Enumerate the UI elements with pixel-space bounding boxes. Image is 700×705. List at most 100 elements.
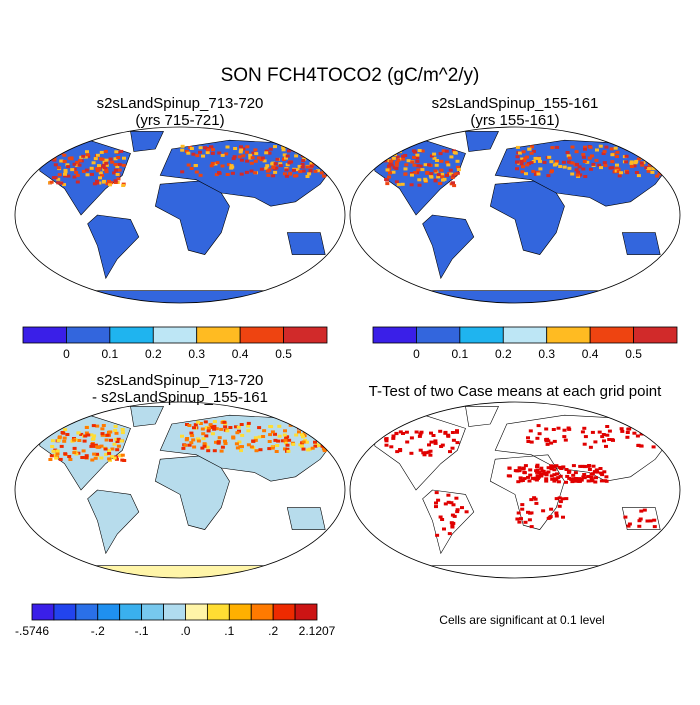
map-cell [529,498,534,502]
map-cell [456,165,460,169]
map-cell [190,434,195,438]
map-cell [529,525,534,529]
map-cell [114,437,119,441]
map-cell [92,452,97,456]
map-cell [271,165,276,169]
map-cell [319,171,324,175]
map-cell [66,174,71,178]
map-cell [604,475,609,479]
map-cell [597,163,602,167]
map-cell [113,181,118,184]
map-cell [529,161,534,165]
map-cell [77,163,82,167]
map-cell [515,145,520,149]
map-cell [446,163,451,167]
map-cell [527,518,532,522]
map-cell [272,164,277,167]
map-cell [307,447,312,451]
map-cell [236,425,241,429]
map-cell [301,440,306,444]
map-cell [231,436,236,440]
map-cell [84,456,89,460]
map-cell [530,476,535,480]
map-cell [535,477,540,480]
map-cell [82,439,87,443]
map-cell [387,175,392,179]
map-cell [401,157,406,161]
map-cell [522,477,527,481]
map-cell [435,159,439,162]
map-cell [300,433,304,437]
map-cell [210,151,215,155]
map-cell [117,163,122,166]
map-cell [269,425,274,429]
land [374,414,466,491]
map-cell [306,424,311,428]
map-cell [574,477,579,480]
map [349,401,681,579]
map-cell [54,149,59,153]
map-cell [581,167,586,171]
map-cell [586,479,591,483]
map-cell [549,441,554,445]
map-cell [192,426,196,430]
map-cell [636,157,641,161]
map-cell [526,475,530,479]
map-cell [219,427,224,431]
map-cell [400,182,405,186]
map-cell [300,427,305,430]
map-cell [396,183,401,187]
map-cell [627,522,632,526]
map-cell [416,164,421,168]
map-cell [554,162,559,166]
map-cell [583,147,587,151]
map-cell [602,150,607,154]
map-cell [109,455,114,459]
map-cell [239,145,243,149]
map-cell [100,427,105,431]
map-cell [291,442,296,446]
map-cell [455,430,459,434]
map-cell [59,444,64,448]
map-cell [56,439,61,442]
map-cell [431,434,436,437]
map-cell [120,458,125,462]
map-cell [220,153,225,157]
map [349,126,681,304]
colorbar-label: 0.4 [582,347,599,361]
map-content [23,406,338,578]
map-cell [327,441,332,445]
map-cell [605,425,610,428]
map-cell [421,451,426,455]
map-cell [644,148,649,152]
map-cell [202,444,207,448]
map-cell [561,160,566,164]
panel-title: T-Test of two Case means at each grid po… [369,383,662,400]
map-cell [301,423,306,427]
map-cell [384,439,389,443]
map-cell [522,471,527,474]
map-cell [661,428,666,432]
map-cell [325,429,330,433]
colorbar-box [228,603,252,621]
map-cell [581,155,586,159]
map-cell [626,427,631,431]
map-cell [313,444,318,448]
colorbar-label: 2.1207 [299,624,336,638]
colorbar-label: 0.1 [452,347,469,361]
map-cell [105,433,110,437]
land [87,489,140,555]
colorbar-box [97,603,121,621]
map-cell [433,169,438,173]
map-cell [657,165,662,169]
map-cell [104,163,109,167]
map-cell [305,175,310,178]
map-cell [613,146,618,150]
map-cell [443,431,448,435]
map-cell [515,155,520,159]
map-cell [187,443,192,447]
map-cell [309,162,314,165]
map-cell [201,437,206,441]
map-cell [541,509,546,513]
map-cell [274,450,279,453]
